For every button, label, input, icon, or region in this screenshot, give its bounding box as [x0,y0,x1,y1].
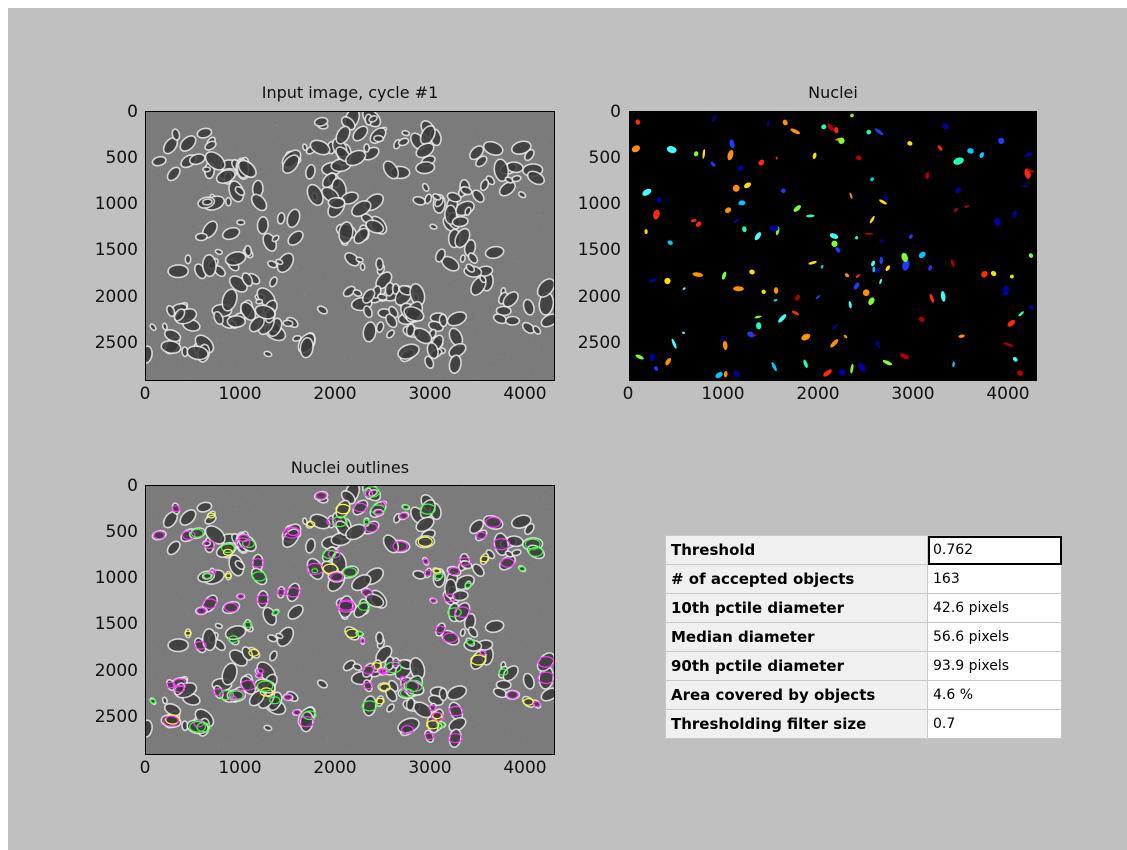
row-label: 10th pctile diameter [665,593,928,623]
table-row[interactable]: 90th pctile diameter 93.9 pixels [665,651,1062,681]
xtick: 2000 [313,758,357,778]
ytick: 1500 [577,240,621,260]
row-label: Thresholding filter size [665,709,928,739]
table-row[interactable]: # of accepted objects 163 [665,564,1062,594]
row-label: Threshold [665,535,928,565]
ytick: 500 [105,522,138,542]
ytick: 500 [588,148,621,168]
xtick: 2000 [796,384,840,404]
row-label: Median diameter [665,622,928,652]
xtick: 3000 [891,384,935,404]
ytick: 1000 [94,568,138,588]
row-value[interactable]: 93.9 pixels [927,651,1062,681]
ytick: 1500 [94,614,138,634]
ytick: 2000 [577,287,621,307]
ytick: 0 [610,102,621,122]
ytick: 0 [127,102,138,122]
row-value[interactable]: 163 [927,564,1062,594]
table-row[interactable]: Median diameter 56.6 pixels [665,622,1062,652]
xtick: 3000 [408,758,452,778]
ytick: 2500 [94,707,138,727]
table-row[interactable]: 10th pctile diameter 42.6 pixels [665,593,1062,623]
row-value[interactable]: 56.6 pixels [927,622,1062,652]
ytick: 1000 [577,194,621,214]
row-value[interactable]: 42.6 pixels [927,593,1062,623]
xtick: 3000 [408,384,452,404]
row-label: # of accepted objects [665,564,928,594]
table-row[interactable]: Area covered by objects 4.6 % [665,680,1062,710]
nuclei-axes[interactable] [629,111,1037,381]
xtick: 4000 [503,384,547,404]
measurements-table: Threshold 0.762 # of accepted objects 16… [665,535,1062,739]
row-value[interactable]: 0.7 [927,709,1062,739]
xtick: 1000 [218,758,262,778]
table-row[interactable]: Thresholding filter size 0.7 [665,709,1062,739]
ytick: 0 [127,476,138,496]
input-image-axes[interactable] [145,111,555,381]
xtick: 0 [622,384,634,404]
input-image-view [146,112,554,380]
nuclei-label-view [631,113,1035,379]
threshold-value-cell[interactable]: 0.762 [927,535,1062,565]
ytick: 2500 [577,333,621,353]
xtick: 2000 [313,384,357,404]
ytick: 1000 [94,194,138,214]
xtick: 0 [139,384,151,404]
row-label: Area covered by objects [665,680,928,710]
table-row[interactable]: Threshold 0.762 [665,535,1062,565]
panel-title-nuclei: Nuclei [808,83,858,102]
panel-title-outlines: Nuclei outlines [290,458,410,477]
xtick: 1000 [701,384,745,404]
panel-title-input: Input image, cycle #1 [261,83,439,102]
ytick: 500 [105,148,138,168]
xtick: 1000 [218,384,262,404]
xtick: 4000 [503,758,547,778]
figure-canvas: Input image, cycle #1 0 500 1000 1500 20… [8,8,1127,850]
ytick: 2000 [94,287,138,307]
xtick: 0 [139,758,151,778]
ytick: 2000 [94,661,138,681]
outlines-image-view [146,486,554,754]
ytick: 1500 [94,240,138,260]
xtick: 4000 [986,384,1030,404]
row-value[interactable]: 4.6 % [927,680,1062,710]
row-label: 90th pctile diameter [665,651,928,681]
ytick: 2500 [94,333,138,353]
outlines-axes[interactable] [145,485,555,755]
